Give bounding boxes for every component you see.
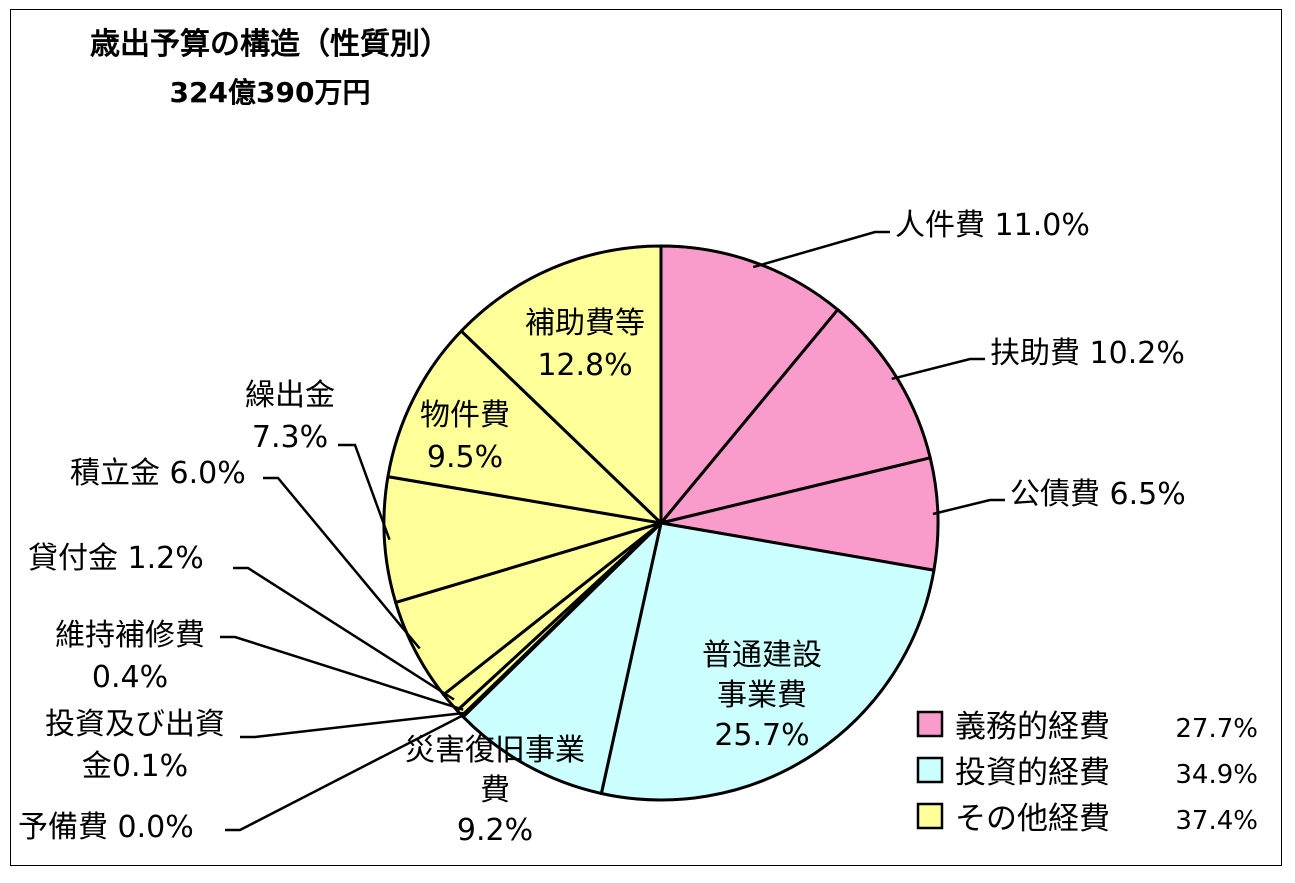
legend-swatch [916, 756, 944, 784]
slice-label-line: 維持補修費 [55, 618, 205, 653]
pie-slice [659, 308, 932, 525]
slice-label-line: 9.2% [457, 813, 533, 848]
legend: 義務的経費 27.7% 投資的経費 34.9% その他経費 37.4% [916, 709, 1258, 837]
slice-label-line: 12.8% [537, 348, 632, 383]
legend-name: 投資的経費 [955, 755, 1110, 791]
slice-labels: 人件費 11.0% 扶助費 10.2% 公債費 6.5% 普通建設事業費 25.7% 災害… [18, 208, 1186, 848]
slice-label: 積立金 6.0% [70, 456, 246, 491]
pie-slice [386, 329, 663, 525]
pie-slice [659, 244, 840, 525]
slice-label-line: 災害復旧事業 [405, 733, 585, 768]
slice-label-line: 繰出金 [245, 378, 335, 413]
pie-slices [382, 244, 940, 802]
slice-label-line: 扶助費 10.2% [990, 336, 1185, 371]
slice-label-line: 貸付金 1.2% [28, 541, 204, 576]
leader-lines [220, 230, 1005, 832]
slice-label: 維持補修費 0.4% [55, 618, 205, 695]
slice-label: 予備費 0.0% [18, 810, 194, 845]
legend-name: その他経費 [955, 801, 1110, 837]
slice-label: 補助費等 12.8% [525, 306, 645, 383]
leader-line [240, 711, 467, 739]
slice-label: 普通建設事業費 25.7% [702, 638, 822, 753]
slice-label: 人件費 11.0% [895, 208, 1090, 243]
leader-line [263, 476, 421, 650]
slice-label: 災害復旧事業費 9.2% [405, 733, 585, 848]
leader-line [225, 712, 468, 832]
slice-label-line: 普通建設 [702, 638, 822, 673]
slice-label-line: 補助費等 [525, 306, 645, 341]
slice-label-line: 公債費 6.5% [1010, 477, 1186, 512]
slice-label: 公債費 6.5% [1010, 477, 1186, 512]
leader-line [233, 566, 455, 701]
slice-label-line: 予備費 0.0% [18, 810, 194, 845]
slice-label-line: 25.7% [714, 718, 809, 753]
pie-slice [599, 521, 936, 802]
pie-slice [382, 475, 663, 604]
leader-line [220, 635, 464, 711]
legend-swatch [916, 802, 944, 830]
legend-swatch [916, 710, 944, 738]
slice-label-line: 事業費 [717, 678, 807, 713]
slice-label-line: 物件費 [420, 398, 510, 433]
slice-label: 物件費 9.5% [420, 398, 510, 475]
slice-label-line: 0.4% [92, 660, 168, 695]
leader-line [932, 498, 1005, 516]
slice-label-line: 投資及び出資 [45, 707, 225, 742]
slice-label: 投資及び出資金0.1% [45, 707, 225, 784]
slice-label-line: 9.5% [427, 440, 503, 475]
leader-line [891, 357, 985, 381]
slice-label: 扶助費 10.2% [990, 336, 1185, 371]
slice-label-line: 費 [480, 773, 510, 808]
legend-name: 義務的経費 [955, 709, 1110, 745]
chart-title: 歳出予算の構造（性質別） [90, 27, 450, 62]
pie-slice [459, 244, 663, 525]
leader-line [338, 443, 391, 541]
pie-slice [461, 521, 663, 795]
legend-value: 37.4% [1175, 806, 1258, 836]
chart-subtitle: 324億390万円 [170, 76, 371, 109]
legend-value: 34.9% [1175, 760, 1258, 790]
slice-label-line: 7.3% [252, 420, 328, 455]
slice-label: 貸付金 1.2% [28, 541, 204, 576]
legend-value: 27.7% [1175, 714, 1258, 744]
slice-label-line: 積立金 6.0% [70, 456, 246, 491]
leader-line [752, 230, 890, 269]
slice-label: 繰出金 7.3% [245, 378, 335, 455]
slice-label-line: 金0.1% [82, 749, 188, 784]
slice-label-line: 人件費 11.0% [895, 208, 1090, 243]
